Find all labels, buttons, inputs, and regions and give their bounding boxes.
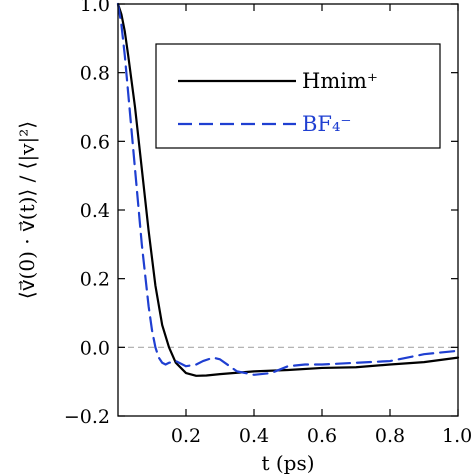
series-line-bf4 [116, 2, 460, 376]
y-tick-label: 0.6 [80, 131, 110, 153]
x-tick-label: 0.4 [239, 425, 269, 447]
x-tick-label: 0.8 [375, 425, 405, 447]
y-tick-label: 1.0 [80, 0, 110, 16]
y-tick-label: 0.8 [80, 63, 110, 85]
legend-label-hmim: Hmim⁺ [302, 69, 378, 93]
x-tick-label: 0.6 [307, 425, 337, 447]
legend-label-bf4: BF₄⁻ [302, 112, 352, 136]
x-tick-label: 1.0 [442, 425, 472, 447]
y-tick-label: 0.2 [80, 269, 110, 291]
x-tick-label: 0.2 [171, 425, 201, 447]
y-tick-label: 0.0 [80, 337, 110, 359]
x-axis-label: t (ps) [261, 451, 314, 474]
series-line-hmim [116, 2, 460, 377]
legend: Hmim⁺ BF₄⁻ [155, 43, 441, 149]
legend-box [155, 43, 441, 149]
y-tick-label: −0.2 [64, 406, 110, 428]
y-tick-label: 0.4 [80, 200, 110, 222]
y-axis-label: ⟨v⃗(0) · v⃗(t)⟩ / ⟨|v|²⟩ [15, 121, 40, 299]
